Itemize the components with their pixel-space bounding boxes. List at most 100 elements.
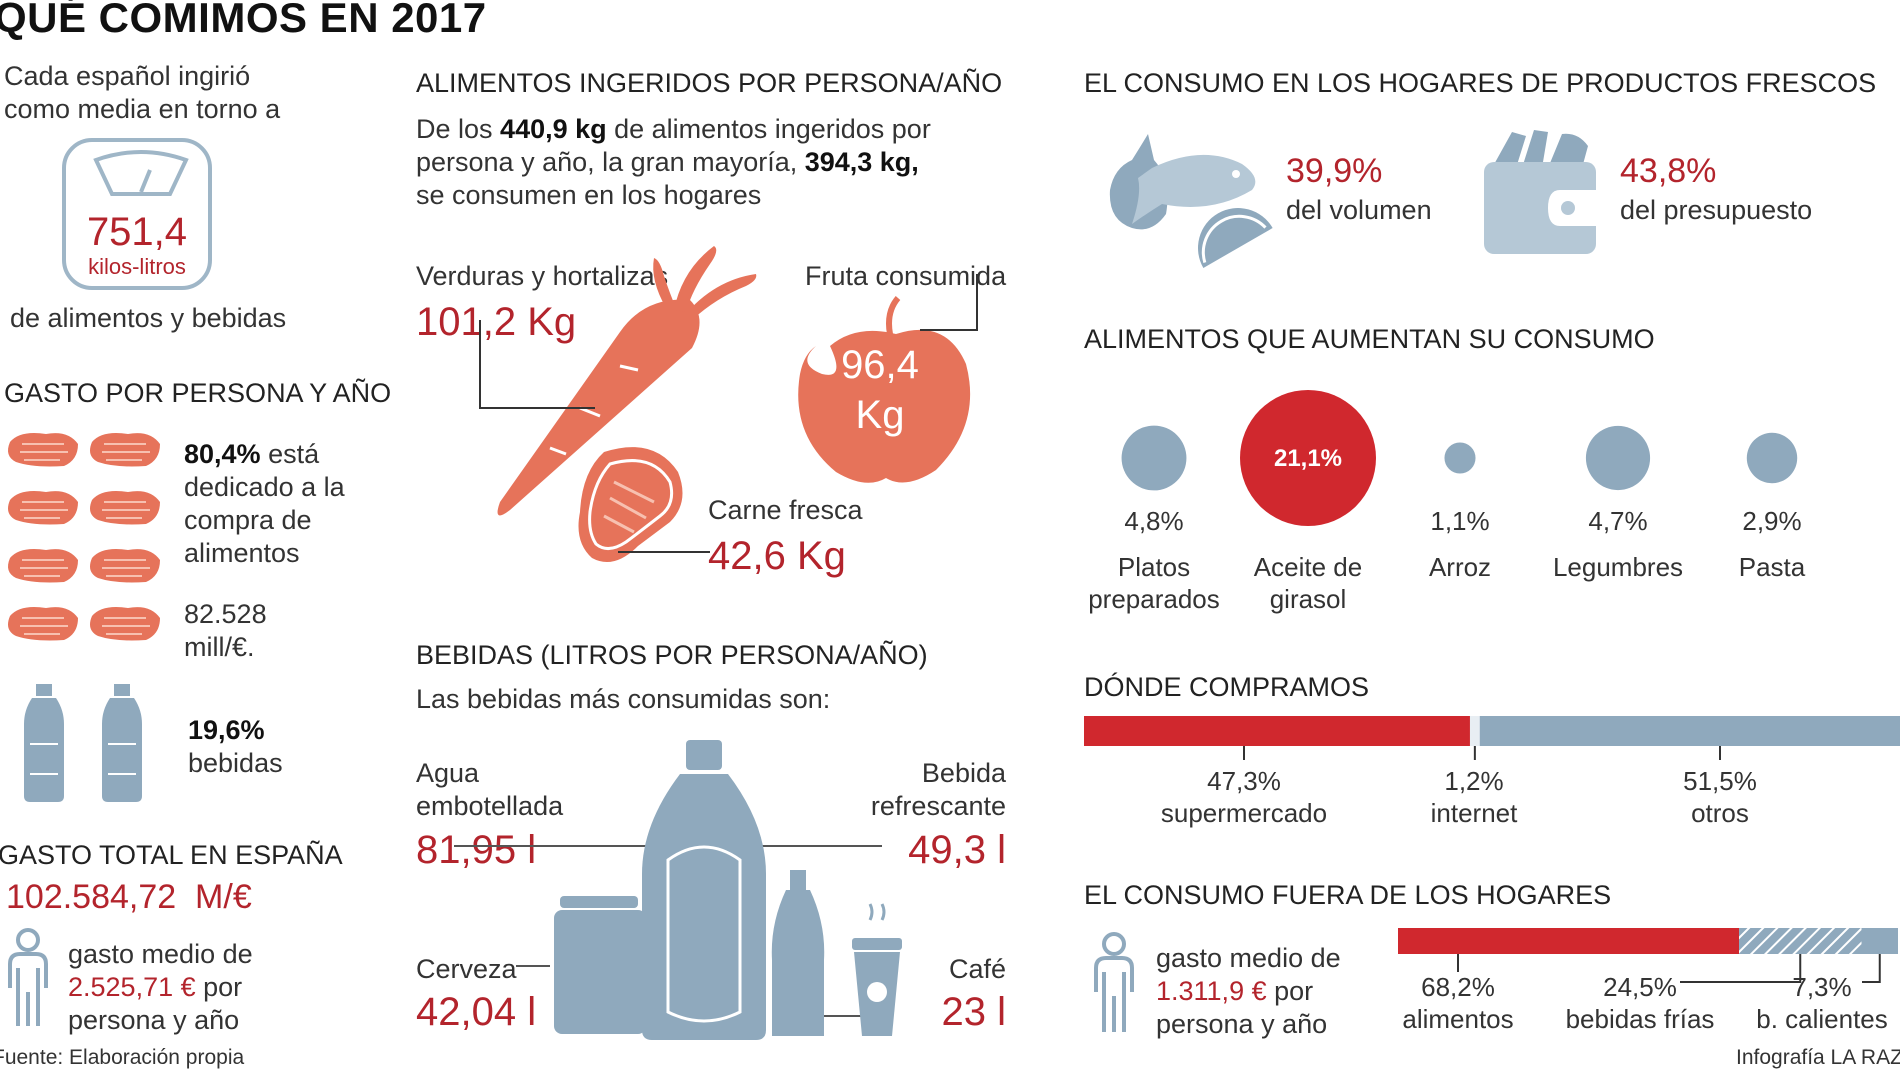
alimentos-p1b: 440,9 kg bbox=[500, 114, 607, 144]
frescos-vol-pct: 39,9% bbox=[1286, 152, 1383, 190]
wallet-icon bbox=[1484, 130, 1596, 254]
alimentos-header: ALIMENTOS INGERIDOS POR PERSONA/AÑO bbox=[416, 68, 1003, 98]
gasto-drinks-label: bebidas bbox=[188, 748, 283, 778]
donde-label: otros bbox=[1691, 798, 1749, 828]
carne-label: Carne fresca bbox=[708, 495, 863, 525]
bubble-2 bbox=[1444, 442, 1476, 474]
donde-chart: 47,3%supermercado 1,2%internet 51,5%otros bbox=[1084, 716, 1900, 828]
gasto-total-l2: por bbox=[195, 972, 243, 1002]
bubble-label-l1: Arroz bbox=[1429, 552, 1491, 582]
gasto-total-amount: 2.525,71 € bbox=[68, 972, 196, 1002]
bubble-pct-label: 4,7% bbox=[1588, 506, 1647, 536]
fish-fruit-icon bbox=[1109, 134, 1273, 268]
gasto-total-value: 102.584,72 M/€ bbox=[6, 878, 252, 916]
bebidas-header: BEBIDAS (LITROS POR PERSONA/AÑO) bbox=[416, 640, 928, 670]
carrot-icon bbox=[497, 246, 757, 516]
frescos-pres-label: del presupuesto bbox=[1620, 195, 1813, 225]
gasto-food-l4: alimentos bbox=[184, 538, 300, 568]
fuera-bar-1 bbox=[1739, 928, 1862, 954]
fruta-value: 96,4 Kg bbox=[820, 340, 940, 440]
source: Fuente: Elaboración propia bbox=[0, 1046, 245, 1069]
fruta-leader-line bbox=[920, 274, 978, 331]
fuera-header: EL CONSUMO FUERA DE LOS HOGARES bbox=[1084, 880, 1612, 910]
gasto-food-l3: compra de bbox=[184, 505, 312, 535]
steak-icons bbox=[7, 432, 161, 642]
gasto-food-pct: 80,4% bbox=[184, 439, 261, 469]
bubble-label-l1: Aceite de bbox=[1254, 552, 1362, 582]
bubble-1 bbox=[1240, 390, 1376, 526]
cafe-label: Café bbox=[948, 954, 1006, 984]
agua-label-l2: embotellada bbox=[416, 791, 564, 821]
apple-icon bbox=[798, 296, 971, 483]
alimentos-paragraph: De los 440,9 kg de alimentos ingeridos p… bbox=[416, 113, 931, 212]
donde-pct: 47,3% bbox=[1207, 766, 1281, 796]
gasto-total-l3: persona y año bbox=[68, 1005, 240, 1035]
fruta-value-l2: Kg bbox=[855, 393, 905, 437]
gasto-food-l1: está bbox=[260, 439, 320, 469]
gasto-amount-l2: mill/€. bbox=[184, 632, 255, 662]
agua-value: 81,95 l bbox=[416, 828, 537, 872]
donde-bar-1 bbox=[1469, 716, 1480, 746]
fuera-pct: 68,2% bbox=[1421, 972, 1495, 1002]
refresco-value: 49,3 l bbox=[908, 828, 1006, 872]
fuera-tick bbox=[1862, 954, 1881, 983]
frescos-header: EL CONSUMO EN LOS HOGARES DE PRODUCTOS F… bbox=[1084, 68, 1877, 98]
fuera-bar-2 bbox=[1861, 928, 1898, 954]
bubble-label-l1: Pasta bbox=[1739, 552, 1806, 582]
frescos-pres-pct: 43,8% bbox=[1620, 152, 1717, 190]
fuera-text: gasto medio de 1.311,9 € por persona y a… bbox=[1156, 942, 1341, 1041]
intro-text: Cada español ingirió como media en torno… bbox=[4, 60, 280, 126]
verduras-value: 101,2 Kg bbox=[416, 300, 577, 344]
fuera-tick bbox=[1680, 954, 1802, 983]
intro-unit: kilos-litros bbox=[88, 254, 186, 279]
gasto-header: GASTO POR PERSONA Y AÑO bbox=[4, 378, 392, 408]
fuera-pct: 24,5% bbox=[1603, 972, 1677, 1002]
donde-label: supermercado bbox=[1161, 798, 1327, 828]
bubble-inner-label: 21,1% bbox=[1274, 445, 1342, 472]
fuera-label: bebidas frías bbox=[1566, 1004, 1715, 1034]
refresco-label: Bebida refrescante bbox=[870, 757, 1006, 823]
cerveza-value: 42,04 l bbox=[416, 990, 537, 1034]
intro-line2: como media en torno a bbox=[4, 94, 281, 124]
donde-header: DÓNDE COMPRAMOS bbox=[1084, 672, 1370, 702]
gasto-amount-l1: 82.528 bbox=[184, 599, 267, 629]
donde-pct: 1,2% bbox=[1444, 766, 1503, 796]
fuera-l3: persona y año bbox=[1156, 1009, 1328, 1039]
donde-pct: 51,5% bbox=[1683, 766, 1757, 796]
agua-label-l1: Agua bbox=[416, 758, 480, 788]
agua-label: Agua embotellada bbox=[416, 757, 563, 823]
alimentos-p1a: De los bbox=[416, 114, 501, 144]
intro-line3: de alimentos y bebidas bbox=[10, 303, 287, 333]
alimentos-p1c: de alimentos ingeridos por bbox=[606, 114, 931, 144]
intro-value: 751,4 bbox=[86, 210, 188, 254]
refresco-label-l1: Bebida bbox=[921, 758, 1006, 788]
person-icon-2 bbox=[1094, 932, 1134, 1032]
fuera-label: b. calientes bbox=[1756, 1004, 1888, 1034]
fuera-l1: gasto medio de bbox=[1156, 943, 1341, 973]
intro-line1: Cada español ingirió bbox=[4, 61, 251, 91]
cerveza-label: Cerveza bbox=[416, 954, 517, 984]
gasto-total-header: GASTO TOTAL EN ESPAÑA bbox=[0, 840, 343, 870]
person-icon bbox=[8, 928, 48, 1026]
bubble-0 bbox=[1121, 425, 1187, 491]
aumentan-header: ALIMENTOS QUE AUMENTAN SU CONSUMO bbox=[1084, 324, 1655, 354]
donde-bar-0 bbox=[1084, 716, 1470, 746]
bubble-label-l2: girasol bbox=[1270, 584, 1347, 614]
gasto-total-text: gasto medio de 2.525,71 € por persona y … bbox=[68, 938, 253, 1037]
alimentos-p2a: persona y año, la gran mayoría, bbox=[416, 147, 805, 177]
fuera-amount: 1.311,9 € bbox=[1156, 976, 1267, 1006]
donde-bar-2 bbox=[1479, 716, 1900, 746]
gasto-total-l1: gasto medio de bbox=[68, 939, 253, 969]
gasto-food-text: 80,4% está dedicado a la compra de alime… bbox=[184, 438, 345, 570]
drinks-illustration bbox=[454, 740, 902, 1040]
bubble-label-l2: preparados bbox=[1088, 584, 1220, 614]
bubble-pct-label: 1,1% bbox=[1430, 506, 1489, 536]
fuera-l2: por bbox=[1266, 976, 1314, 1006]
bubble-3 bbox=[1585, 425, 1651, 491]
verduras-leader-line bbox=[479, 320, 595, 409]
bubble-pct-label: 2,9% bbox=[1742, 506, 1801, 536]
meat-icon bbox=[578, 447, 683, 562]
fuera-label: alimentos bbox=[1402, 1004, 1513, 1034]
bubble-label-l1: Platos bbox=[1118, 552, 1190, 582]
refresco-label-l2: refrescante bbox=[870, 791, 1006, 821]
